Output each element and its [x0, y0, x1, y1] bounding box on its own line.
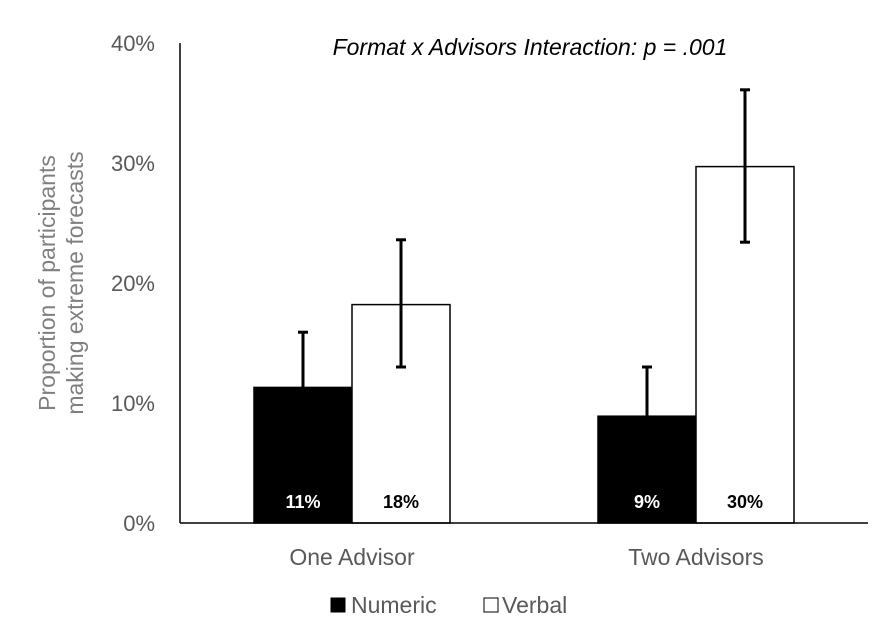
x-category-label: One Advisor [289, 544, 415, 570]
legend-swatch-numeric [330, 597, 346, 613]
legend: Numeric Verbal [330, 592, 567, 618]
data-label-numeric: 9% [634, 492, 660, 512]
data-label-numeric: 11% [285, 492, 320, 512]
chart-title: Format x Advisors Interaction: p = .001 [333, 34, 728, 60]
error-bars [298, 88, 750, 475]
legend-item-numeric: Numeric [330, 592, 437, 618]
legend-swatch-verbal [483, 597, 499, 613]
y-tick-label: 30% [111, 151, 155, 176]
bars [253, 165, 795, 524]
x-axis-categories: One Advisor Two Advisors [289, 544, 763, 570]
y-axis-ticks: 0% 10% 20% 30% 40% [111, 31, 155, 536]
y-tick-label: 20% [111, 271, 155, 296]
y-tick-label: 10% [111, 391, 155, 416]
y-axis-title-line-2: making extreme forecasts [62, 151, 88, 414]
data-label-verbal: 18% [383, 492, 419, 512]
y-axis-title-line-1: Proportion of participants [34, 155, 60, 411]
legend-label-numeric: Numeric [351, 592, 437, 618]
legend-item-verbal: Verbal [483, 592, 567, 618]
legend-label-verbal: Verbal [502, 592, 567, 618]
y-tick-label: 40% [111, 31, 155, 56]
value-labels: 11% 18% 9% 30% [285, 492, 763, 512]
x-category-label: Two Advisors [628, 544, 764, 570]
data-label-verbal: 30% [727, 492, 763, 512]
y-tick-label: 0% [123, 511, 155, 536]
